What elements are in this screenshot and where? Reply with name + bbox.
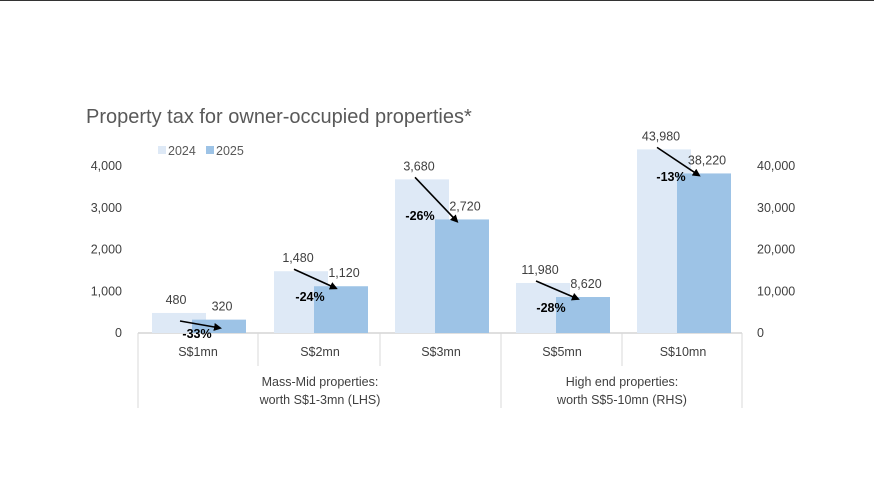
- legend-swatch-2024: [158, 146, 166, 154]
- group-label-line: worth S$1-3mn (LHS): [259, 393, 381, 407]
- left-axis-tick-label: 0: [115, 326, 122, 340]
- change-arrow: [179, 320, 222, 331]
- chart-legend: 2024 2025: [158, 144, 244, 158]
- right-axis-tick-label: 40,000: [757, 159, 795, 173]
- left-axis-tick-label: 1,000: [91, 284, 122, 298]
- right-axis-tick-label: 30,000: [757, 201, 795, 215]
- group-label-line: Mass-Mid properties:: [262, 375, 379, 389]
- top-border-line: [0, 0, 874, 1]
- right-axis-tick-label: 10,000: [757, 284, 795, 298]
- data-label-2024: 480: [166, 293, 187, 307]
- data-label-2024: 1,480: [282, 251, 313, 265]
- bar-2025: [677, 173, 731, 333]
- bar-2025: [314, 286, 368, 333]
- percent-change-label: -24%: [295, 290, 324, 304]
- chart-axes: 0 1,000 2,000 3,000 4,000 0 10,000 20,000 30,000…: [91, 159, 795, 408]
- chart-title: Property tax for owner-occupied properti…: [86, 106, 472, 128]
- change-arrow: [656, 146, 701, 177]
- change-arrow: [293, 268, 338, 290]
- data-label-2024: 43,980: [642, 129, 680, 143]
- left-axis-tick-label: 2,000: [91, 243, 122, 257]
- data-label-2024: 3,680: [403, 159, 434, 173]
- chart-data-labels: 480 320 1,480 1,120 3,680 2,720 11,980 8,620 43,…: [166, 129, 727, 313]
- x-axis-category-label: S$5mn: [542, 345, 582, 359]
- x-axis-category-label: S$2mn: [300, 345, 340, 359]
- chart-bars: [152, 149, 731, 333]
- x-axis-category-label: S$1mn: [178, 345, 218, 359]
- data-label-2025: 1,120: [328, 266, 359, 280]
- percent-change-label: -33%: [182, 327, 211, 341]
- legend-swatch-2025: [206, 146, 214, 154]
- percent-change-label: -26%: [405, 209, 434, 223]
- data-label-2025: 2,720: [449, 199, 480, 213]
- data-label-2024: 11,980: [521, 263, 558, 277]
- change-arrow: [535, 280, 580, 301]
- data-label-2025: 320: [212, 300, 233, 314]
- left-axis-tick-label: 4,000: [91, 159, 122, 173]
- left-axis-tick-label: 3,000: [91, 201, 122, 215]
- right-axis-tick-label: 0: [757, 326, 764, 340]
- group-label-line: worth S$5-10mn (RHS): [556, 393, 687, 407]
- x-axis-category-label: S$10mn: [660, 345, 707, 359]
- legend-label-2024: 2024: [168, 144, 196, 158]
- group-label-line: High end properties:: [566, 375, 679, 389]
- percent-change-label: -13%: [656, 170, 685, 184]
- change-arrows: -33% -24% -26% -28% -13%: [179, 146, 701, 341]
- bar-2025: [435, 219, 489, 333]
- change-arrow: [414, 176, 459, 223]
- x-axis-category-label: S$3mn: [421, 345, 461, 359]
- data-label-2025: 38,220: [688, 153, 726, 167]
- percent-change-label: -28%: [536, 301, 565, 315]
- legend-label-2025: 2025: [216, 144, 244, 158]
- right-axis-tick-label: 20,000: [757, 243, 795, 257]
- bar-2025: [556, 297, 610, 333]
- data-label-2025: 8,620: [570, 277, 601, 291]
